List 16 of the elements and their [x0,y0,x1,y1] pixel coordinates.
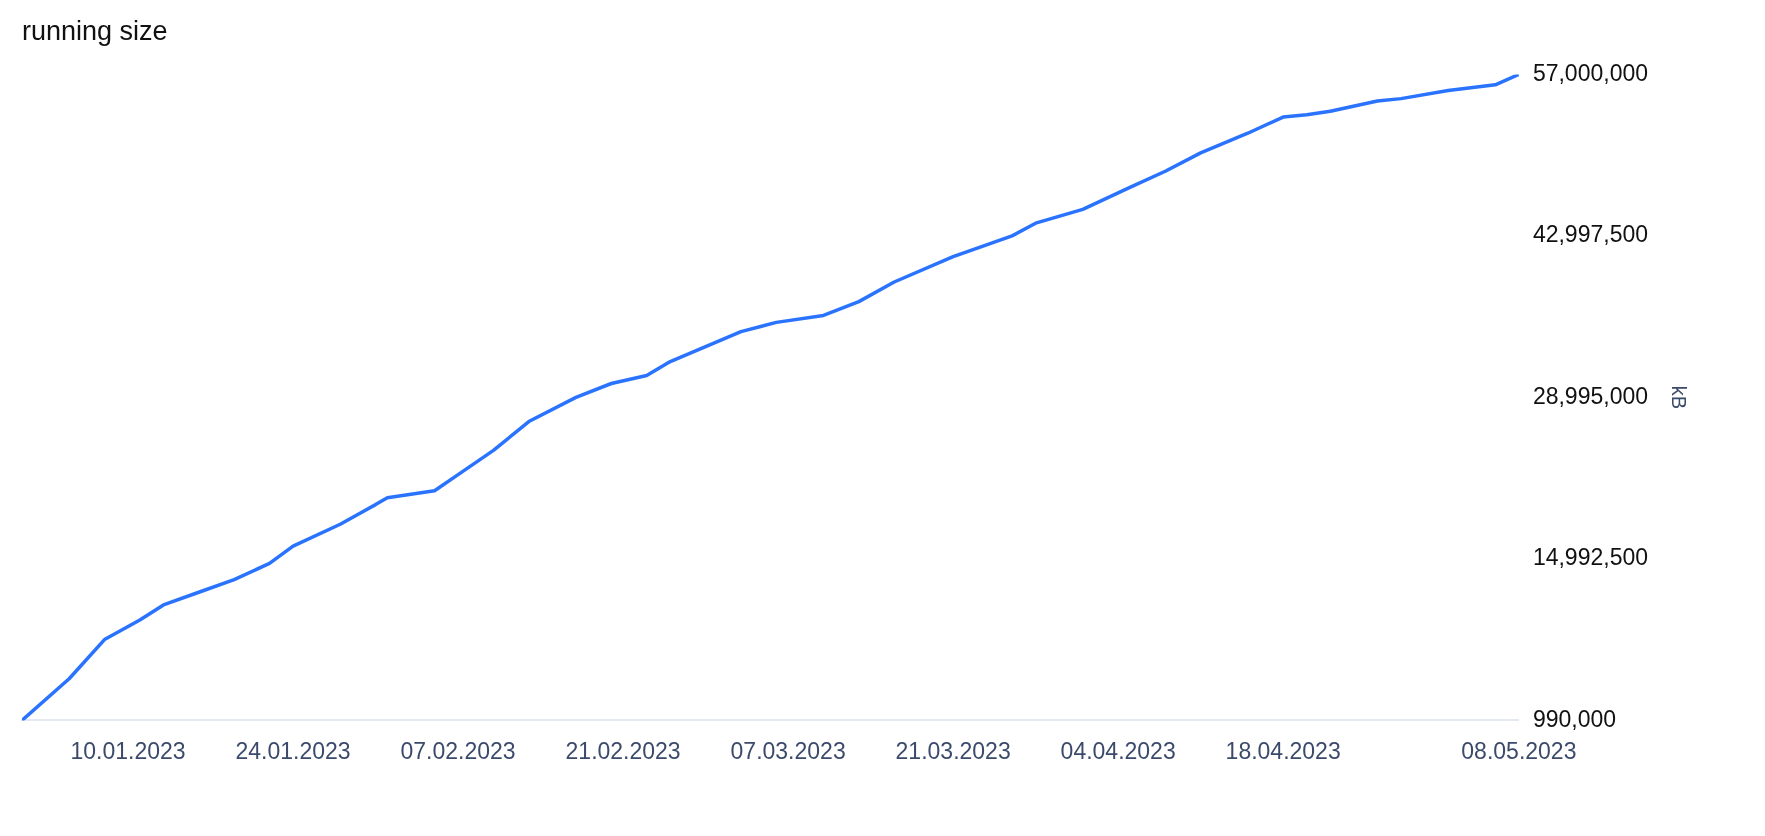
x-tick-label: 24.01.2023 [235,737,351,764]
x-tick-label: 21.02.2023 [565,737,681,764]
y2-tick-label: 14,992,500 [1532,544,1649,571]
x-tick-label: 07.03.2023 [730,737,846,764]
x-tick-label: 08.05.2023 [1461,737,1577,764]
y2-tick-label: 57,000,000 [1532,59,1649,86]
x-tick-label: 07.02.2023 [400,737,516,764]
chart-title: running size [22,15,168,46]
x-tick-label: 10.01.2023 [70,737,186,764]
y2-tick-label: 42,997,500 [1532,221,1649,248]
x-tick-label: 04.04.2023 [1060,737,1176,764]
y2-axis-title: kB [1668,385,1691,410]
y2-tick-label: 28,995,000 [1532,382,1649,409]
y2-tick-label: 990,000 [1532,705,1617,732]
x-tick-label: 21.03.2023 [895,737,1011,764]
x-tick-label: 18.04.2023 [1225,737,1341,764]
